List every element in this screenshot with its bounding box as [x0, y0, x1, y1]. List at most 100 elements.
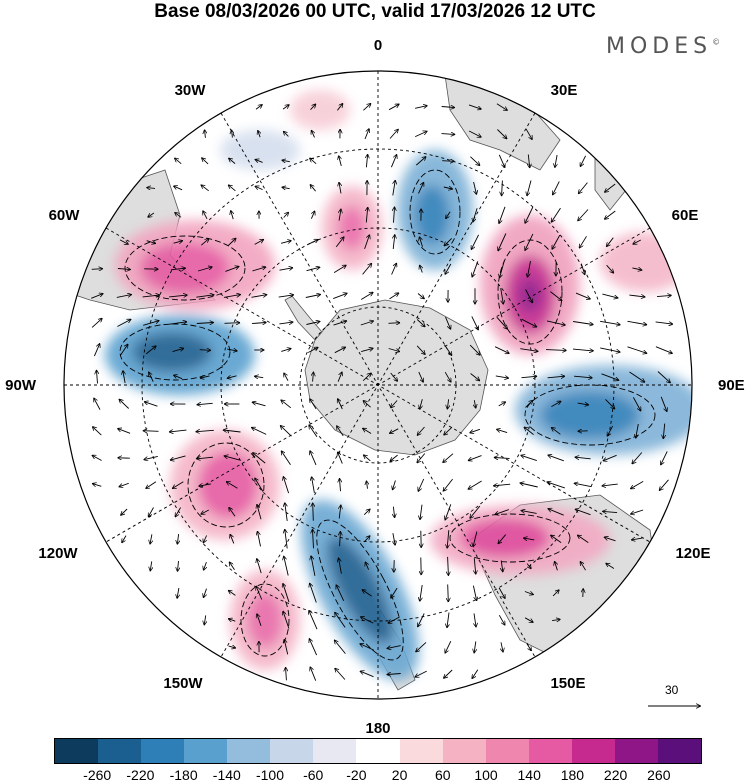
wind-vector-arrow [119, 482, 129, 486]
lon-label-30w: 30W [175, 82, 207, 99]
wind-vector-arrow [418, 613, 425, 627]
wind-vector-arrow [339, 558, 342, 574]
wind-vector-arrow [313, 503, 314, 521]
wind-vector-arrow [362, 590, 372, 597]
wind-vector-arrow [471, 234, 480, 249]
wind-vector-arrow [390, 428, 399, 433]
wind-vector-arrow [606, 264, 614, 273]
wind-vector-arrow [548, 455, 564, 462]
wind-vector-arrow [224, 456, 240, 461]
wind-vector-arrow [225, 267, 238, 272]
lon-label-150w: 150W [163, 675, 203, 692]
wind-vector-arrow [555, 562, 558, 571]
wind-vector-arrow [448, 584, 449, 602]
wind-vector-arrow [521, 511, 537, 514]
colorbar-swatch [614, 739, 658, 763]
lon-label-30e: 30E [551, 82, 578, 99]
wind-vector-arrow [555, 154, 557, 167]
wind-vector-arrow [445, 316, 451, 329]
wind-vector-arrow [500, 288, 504, 304]
lon-label-90w: 90W [5, 377, 37, 394]
wind-vector-arrow [416, 345, 425, 354]
wind-vector-arrow [526, 563, 531, 569]
wind-vector-arrow [199, 350, 211, 351]
wind-vector-arrow [340, 479, 341, 492]
wind-vector-arrow [417, 453, 426, 463]
wind-vector-arrow [547, 482, 565, 489]
wind-vector-arrow [362, 373, 371, 382]
colorbar-ticks: -260 -220 -180 -140 -100 -60 -20 20 60 100 140 180 2… [0, 767, 750, 783]
wind-vector-arrow [281, 426, 292, 437]
wind-vector-arrow [171, 455, 186, 460]
wind-vector-arrow [605, 210, 616, 219]
wind-vector-arrow [551, 401, 560, 407]
wind-vector-arrow [335, 640, 346, 654]
wind-vector-arrow [525, 289, 533, 303]
wind-vector-arrow [284, 557, 289, 576]
wind-vector-arrow [660, 479, 669, 490]
wind-vector-arrow [93, 484, 102, 487]
wind-vector-arrow [629, 295, 644, 297]
wind-vector-arrow [339, 156, 342, 167]
wind-vector-arrow [494, 346, 509, 354]
wind-vector-arrow [310, 104, 316, 111]
wind-vector-arrow [93, 344, 99, 357]
wind-vector-arrow [521, 318, 537, 327]
wind-vector-arrow [286, 668, 287, 681]
colorbar-tick-label: -260 [83, 767, 112, 783]
wind-vector-arrow [252, 323, 266, 324]
wind-vector-arrow [417, 293, 424, 299]
wind-vector-arrow [389, 293, 399, 300]
wind-vector-arrow [364, 129, 369, 140]
wind-vector-arrow [256, 587, 263, 600]
wind-vector-arrow [94, 398, 101, 410]
wind-vector-arrow [255, 105, 262, 110]
wind-vector-arrow [496, 316, 507, 329]
wind-vector-arrow [470, 373, 480, 381]
anomaly-contours [119, 169, 656, 661]
wind-vector-arrow [258, 532, 261, 547]
wind-vector-arrow [144, 455, 158, 459]
wind-vector-arrow [443, 453, 454, 463]
colorbar-swatch [657, 739, 701, 763]
wind-vector-arrow [388, 104, 399, 111]
wind-vector-arrow [420, 237, 423, 247]
wind-vector-arrow [199, 484, 211, 486]
wind-vector-arrow [145, 346, 156, 355]
wind-vector-arrow [361, 617, 374, 624]
wind-vector-arrow [472, 669, 479, 679]
wind-vector-arrow [468, 130, 481, 137]
wind-vector-arrow [169, 295, 187, 297]
wind-vector-arrow [552, 590, 559, 597]
wind-vector-arrow [602, 484, 618, 486]
wind-vector-arrow [201, 509, 210, 514]
wind-vector-arrow [602, 293, 617, 298]
colorbar-tick-label: 140 [517, 767, 541, 783]
wind-vector-arrow [197, 403, 213, 404]
wind-vector-arrow [415, 670, 427, 677]
wind-vector-arrow [279, 268, 293, 270]
wind-vector-arrow [468, 480, 482, 489]
wind-vector-arrow [525, 128, 532, 139]
wind-vector-arrow [527, 180, 532, 196]
wind-vector-arrow [528, 154, 529, 168]
wind-vector-arrow [367, 481, 368, 489]
wind-vector-arrow [393, 533, 395, 545]
wind-vector-arrow [552, 234, 561, 249]
wind-vector-arrow [197, 267, 212, 272]
wind-vector-arrow [119, 345, 127, 356]
wind-vector-arrow [278, 295, 294, 297]
wind-vector-arrow [446, 211, 451, 219]
wind-vector-arrow [201, 376, 210, 378]
wind-vector-arrow [391, 587, 398, 598]
wind-vector-arrow [363, 429, 372, 434]
wind-vector-arrow [474, 558, 475, 574]
wind-vector-arrow [601, 373, 619, 380]
wind-vector-arrow [495, 458, 510, 459]
wind-vector-arrow [91, 319, 102, 328]
wind-vector-arrow [310, 667, 317, 681]
wind-vector-arrow [150, 561, 151, 570]
wind-vector-arrow [552, 207, 561, 222]
wind-vector-arrow [333, 293, 347, 300]
wind-vector-arrow [308, 240, 318, 245]
